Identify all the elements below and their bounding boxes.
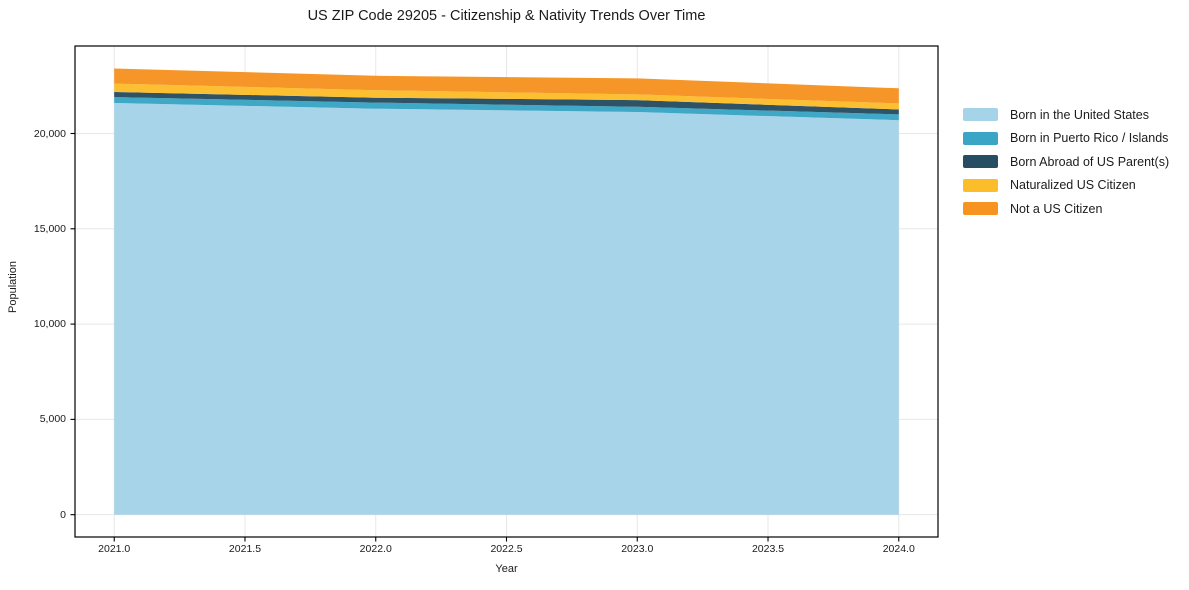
y-tick-label: 20,000 [33, 127, 66, 140]
legend-item: Born in Puerto Rico / Islands [963, 131, 1169, 145]
x-tick-label: 2023.5 [751, 543, 785, 555]
x-tick-label: 2023.0 [621, 543, 654, 555]
y-tick-label: 0 [60, 508, 66, 521]
legend-item: Not a US Citizen [963, 201, 1169, 216]
area-born-in-puerto-rico-islands [114, 97, 899, 121]
x-tick-label: 2022.5 [490, 543, 523, 555]
x-tick-label: 2021.5 [228, 543, 262, 555]
legend-swatch-born-abroad-of-us-parents [963, 155, 998, 168]
plot-border [74, 45, 939, 538]
area-born-in-united-states [114, 103, 899, 515]
area-naturalized-us-citizen [114, 83, 899, 110]
chart-title: US ZIP Code 29205 - Citizenship & Nativi… [307, 8, 706, 24]
legend-label: Born in Puerto Rico / Islands [1010, 131, 1169, 145]
axis-tick-marks [70, 132, 900, 542]
legend-label: Born in the United States [1010, 107, 1149, 122]
legend-label: Not a US Citizen [1010, 201, 1103, 216]
area-not-a-us-citizen [114, 68, 899, 104]
y-tick-label: 15,000 [33, 222, 66, 235]
legend-label: Naturalized US Citizen [1010, 178, 1136, 192]
legend: Born in the United States Born in Puerto… [963, 108, 1169, 226]
legend-swatch-naturalized-us-citizen [963, 178, 998, 192]
x-axis-title: Year [495, 563, 518, 575]
legend-item: Born in the United States [963, 107, 1169, 122]
y-tick-label: 5,000 [39, 413, 66, 426]
legend-item: Naturalized US Citizen [963, 178, 1169, 192]
y-tick-label: 10,000 [33, 318, 66, 331]
stacked-areas [114, 68, 899, 515]
x-tick-label: 2022.0 [359, 543, 392, 555]
legend-item: Born Abroad of US Parent(s) [963, 154, 1170, 169]
x-tick-label: 2021.0 [98, 543, 131, 555]
area-born-abroad-of-us-parents [114, 92, 899, 115]
x-tick-label: 2024.0 [882, 543, 915, 555]
legend-label: Born Abroad of US Parent(s) [1010, 154, 1170, 169]
legend-swatch-born-in-united-states [963, 108, 998, 121]
y-axis-title: Population [7, 261, 19, 313]
legend-swatch-born-in-puerto-rico-islands [963, 131, 998, 145]
legend-swatch-not-a-us-citizen [963, 202, 998, 215]
